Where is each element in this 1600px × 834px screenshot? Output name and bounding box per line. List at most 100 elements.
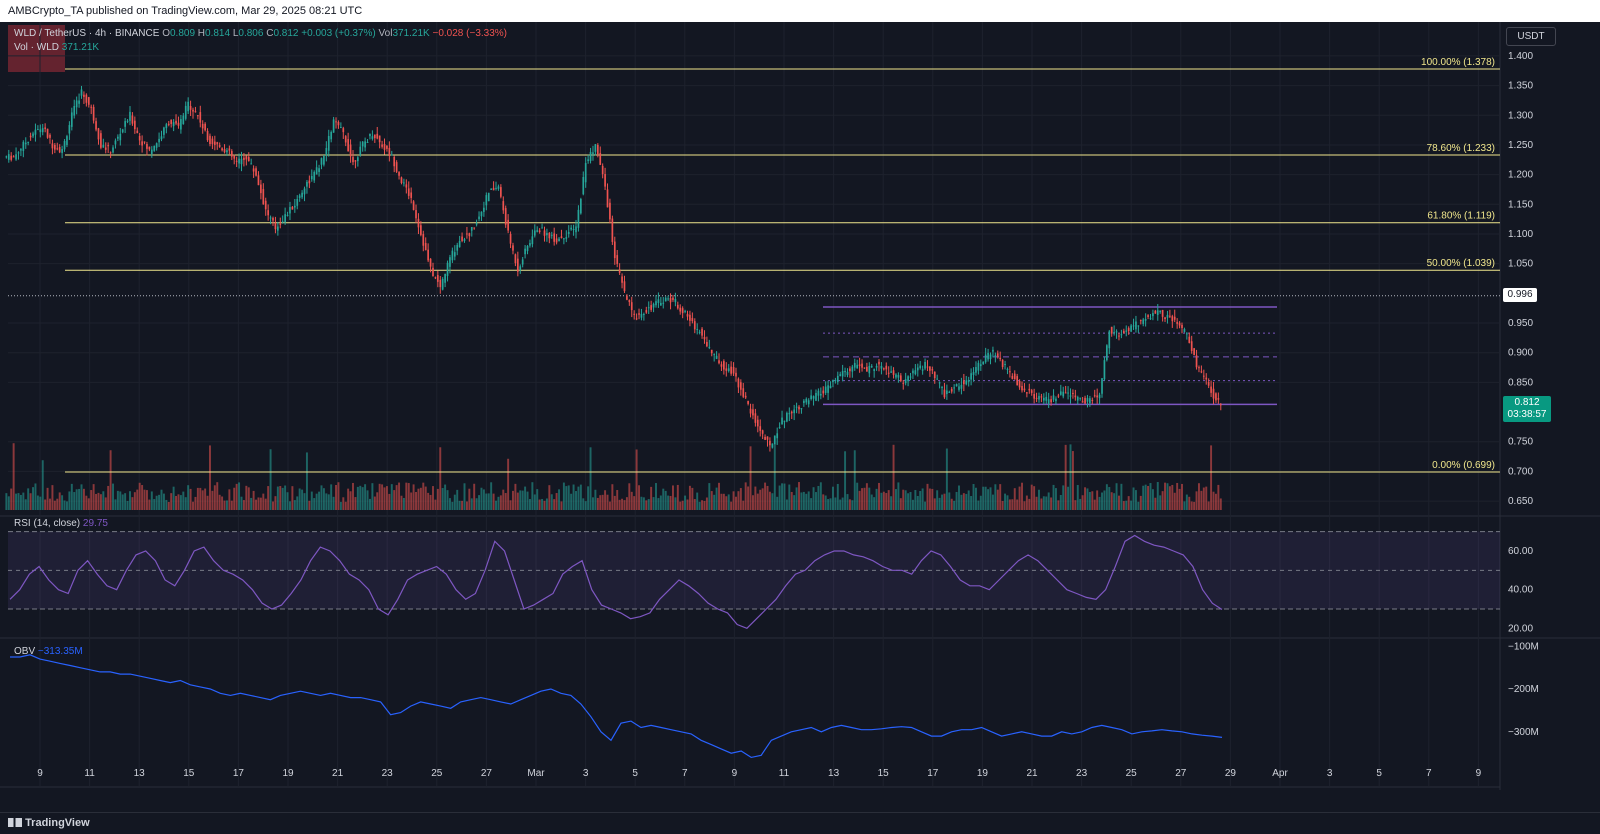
fib-level-label: 50.00% (1.039) (1427, 258, 1495, 269)
candle-body (204, 123, 206, 131)
price-tick-label: 1.300 (1508, 110, 1533, 121)
time-tick-label: 19 (282, 768, 294, 779)
candle-body (655, 301, 657, 306)
volume-bar (958, 485, 960, 510)
volume-bar (1137, 501, 1140, 510)
volume-bar (933, 498, 936, 510)
volume-bar (187, 485, 190, 510)
candle-body (546, 233, 548, 236)
volume-bar (739, 488, 742, 510)
volume-bar (245, 485, 248, 510)
volume-bar (432, 486, 434, 510)
candle-body (1084, 397, 1086, 404)
candle-body (243, 157, 245, 160)
volume-bar (342, 497, 345, 510)
volume-bar (175, 495, 178, 510)
candle-body (41, 128, 44, 133)
candle-body (400, 177, 403, 183)
candle-body (638, 313, 640, 315)
candle-body (182, 115, 185, 125)
volume-bar (92, 484, 95, 510)
volume-bar (1178, 488, 1181, 510)
volume-bar (284, 485, 287, 510)
candle-body (805, 398, 808, 403)
volume-bar (267, 486, 270, 510)
candle-body (769, 440, 771, 446)
candle-body (996, 353, 999, 357)
volume-bar (85, 495, 88, 510)
candle-body (1190, 341, 1193, 351)
candle-body (175, 120, 177, 124)
volume-bar (1139, 495, 1142, 510)
candle-body (824, 386, 827, 393)
candle-body (432, 267, 434, 277)
volume-bar (1074, 500, 1077, 510)
fib-level-label: 78.60% (1.233) (1427, 143, 1495, 154)
volume-bar (155, 495, 158, 510)
candle-body (153, 145, 156, 151)
candle-body (723, 361, 725, 370)
candle-body (284, 214, 286, 222)
volume-bar (495, 500, 497, 510)
candle-body (32, 133, 34, 137)
volume-bar (645, 500, 648, 510)
volume-bar (834, 497, 837, 510)
candle-body (1028, 388, 1031, 391)
volume-bar (698, 501, 701, 510)
candle-body (941, 387, 943, 389)
volume-bar (582, 498, 585, 510)
currency-badge[interactable]: USDT (1506, 27, 1556, 46)
candle-body (206, 130, 209, 141)
candle-body (778, 427, 781, 429)
candle-body (650, 305, 652, 310)
candle-body (17, 152, 20, 154)
volume-bar (70, 483, 73, 510)
time-tick-label: 25 (1126, 768, 1138, 779)
volume-bar (1016, 499, 1019, 510)
candle-body (279, 223, 282, 225)
volume-bar (305, 452, 308, 510)
volume-bar (1190, 501, 1193, 510)
candle-body (75, 100, 78, 108)
volume-bar (388, 493, 391, 510)
candle-body (466, 233, 468, 235)
time-tick-label: 13 (134, 768, 146, 779)
candle-body (381, 144, 383, 147)
rsi-name[interactable]: RSI (14, close) (14, 518, 81, 529)
volume-bar (422, 482, 425, 510)
candle-body (109, 152, 112, 154)
candle-body (485, 195, 488, 206)
obv-legend: OBV −313.35M (14, 646, 83, 657)
price-chart[interactable]: 100.00% (1.378) 78.60% (1.233) 61.80% (1.1… (0, 22, 1600, 812)
candle-body (158, 138, 160, 143)
volume-bar (924, 501, 927, 510)
volume-bar (376, 492, 379, 510)
candle-body (1016, 376, 1019, 386)
candle-body (490, 188, 493, 190)
price-tick-label: 0.850 (1508, 377, 1533, 388)
candle-body (580, 198, 582, 214)
volume-bar (1132, 487, 1135, 510)
symbol-pair[interactable]: WLD / TetherUS · 4h · BINANCE (14, 28, 160, 39)
candle-body (143, 141, 146, 143)
candle-body (228, 148, 231, 151)
candle-body (1047, 399, 1050, 404)
candle-body (1171, 316, 1174, 322)
volume-bar (398, 482, 401, 510)
volume-bar (407, 483, 410, 510)
volume-bar (61, 495, 64, 510)
candle-body (1115, 331, 1118, 333)
volume-bar (841, 497, 844, 510)
candle-body (1072, 392, 1074, 394)
last-price-badge: 0.812 03:38:57 (1503, 396, 1551, 422)
volume-bar (507, 458, 510, 510)
volume-bar (339, 501, 342, 510)
obv-name[interactable]: OBV (14, 646, 36, 657)
volume-bar (325, 493, 328, 510)
volume-series-name[interactable]: Vol · WLD (14, 42, 60, 53)
volume-bar (199, 487, 202, 510)
axes: 9 11 13 15 17 19 21 23 25 27 Mar 3 5 7 9 11 13 15 17 19 21 23… (37, 51, 1539, 779)
volume-bar (671, 485, 674, 510)
volume-bar (1033, 486, 1036, 510)
volume-bar (1120, 483, 1123, 510)
